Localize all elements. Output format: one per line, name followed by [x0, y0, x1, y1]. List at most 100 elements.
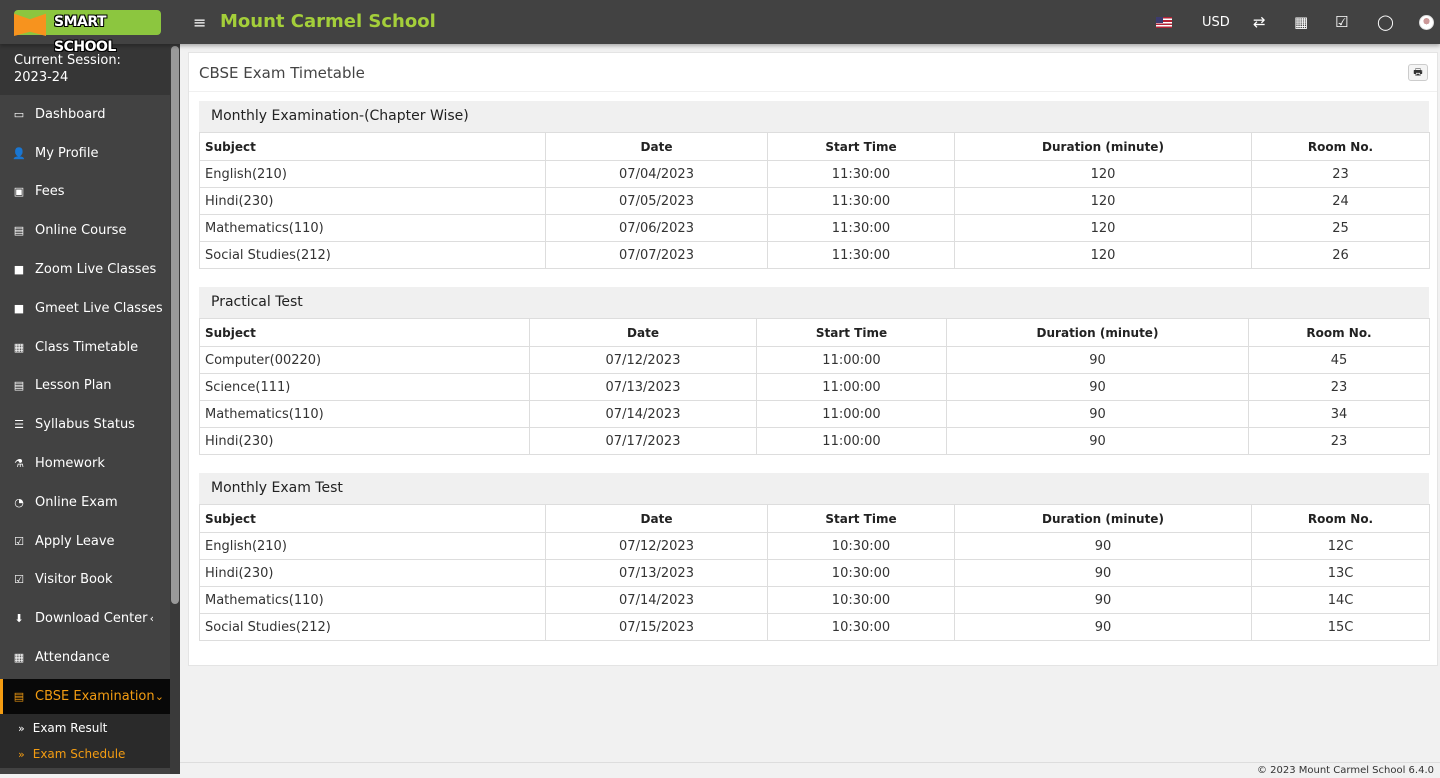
- table-cell: 10:30:00: [767, 613, 955, 641]
- sidebar-item-label: Download Center: [35, 611, 148, 627]
- table-row: Computer(00220) 07/12/2023 11:00:00 90 45: [199, 346, 1430, 374]
- sidebar-item-label: Lesson Plan: [35, 378, 112, 394]
- task-check-icon[interactable]: ☑: [1335, 13, 1349, 31]
- sidebar-item-label: Syllabus Status: [35, 417, 135, 433]
- sidebar-item-lesson-plan[interactable]: ▤ Lesson Plan: [0, 367, 170, 406]
- table-cell: 23: [1248, 373, 1430, 401]
- sidebar-item-my-profile[interactable]: 👤 My Profile: [0, 134, 170, 173]
- session-label: Current Session:: [14, 53, 121, 68]
- sidebar-item-label: Attendance: [35, 650, 110, 666]
- section-title: Monthly Examination-(Chapter Wise): [199, 101, 1429, 132]
- sidebar-item-syllabus-status[interactable]: ☰ Syllabus Status: [0, 405, 170, 444]
- sidebar-item-attendance[interactable]: ▦ Attendance: [0, 638, 170, 677]
- double-chevron-icon: »: [18, 747, 25, 761]
- table-cell: 25: [1251, 214, 1430, 242]
- us-flag-icon[interactable]: [1156, 17, 1172, 28]
- exam-table: Subject Date Start Time Duration (minute) Ro…: [199, 504, 1430, 641]
- table-header: Subject Date Start Time Duration (minute) Ro…: [199, 318, 1430, 347]
- table-cell: 90: [946, 400, 1249, 428]
- sidebar-item-online-exam[interactable]: ◔ Online Exam: [0, 483, 170, 522]
- column-header: Start Time: [767, 504, 955, 533]
- logo-text: SMART SCHOOL: [54, 14, 116, 55]
- table-cell: 90: [954, 532, 1252, 560]
- table-cell: 10:30:00: [767, 586, 955, 614]
- table-cell: 12C: [1251, 532, 1430, 560]
- switch-icon[interactable]: ⇄: [1253, 13, 1266, 31]
- table-cell: 23: [1251, 160, 1430, 188]
- table-header: Subject Date Start Time Duration (minute) Ro…: [199, 504, 1430, 533]
- table-cell: 90: [946, 346, 1249, 374]
- table-row: Hindi(230) 07/05/2023 11:30:00 120 24: [199, 187, 1430, 215]
- table-cell: English(210): [199, 160, 546, 188]
- current-session[interactable]: Current Session: 2023-24: [0, 44, 180, 95]
- exam-table: Subject Date Start Time Duration (minute) Ro…: [199, 132, 1430, 269]
- whatsapp-icon[interactable]: ◯: [1377, 13, 1394, 31]
- table-row: English(210) 07/12/2023 10:30:00 90 12C: [199, 532, 1430, 560]
- table-cell: 23: [1248, 427, 1430, 455]
- sidebar-item-class-timetable[interactable]: ▦ Class Timetable: [0, 328, 170, 367]
- column-header: Duration (minute): [946, 318, 1249, 347]
- sidebar-item-gmeet-live-classes[interactable]: ■ Gmeet Live Classes: [0, 289, 170, 328]
- exam-section: Monthly Exam Test Subject Date Start Time Du…: [199, 473, 1430, 641]
- table-cell: 07/13/2023: [529, 373, 757, 401]
- table-cell: 11:30:00: [767, 187, 955, 215]
- sidebar-item-fees[interactable]: ▣ Fees: [0, 173, 170, 212]
- double-chevron-icon: »: [18, 721, 25, 735]
- currency-selector[interactable]: USD: [1202, 15, 1230, 30]
- sidebar-icon: ▤: [13, 379, 25, 393]
- column-header: Date: [529, 318, 757, 347]
- table-cell: 120: [954, 241, 1252, 269]
- submenu-exam-schedule[interactable]: » Exam Schedule: [0, 741, 180, 767]
- submenu-exam-result[interactable]: » Exam Result: [0, 715, 180, 741]
- user-avatar[interactable]: [1419, 15, 1434, 30]
- table-row: Science(111) 07/13/2023 11:00:00 90 23: [199, 373, 1430, 401]
- table-row: Social Studies(212) 07/07/2023 11:30:00 120…: [199, 241, 1430, 269]
- table-cell: 11:00:00: [756, 427, 947, 455]
- section-title: Practical Test: [199, 287, 1429, 318]
- table-cell: 07/13/2023: [545, 559, 768, 587]
- column-header: Start Time: [756, 318, 947, 347]
- sidebar-item-zoom-live-classes[interactable]: ■ Zoom Live Classes: [0, 250, 170, 289]
- table-cell: Mathematics(110): [199, 400, 530, 428]
- column-header: Room No.: [1248, 318, 1430, 347]
- table-cell: Social Studies(212): [199, 241, 546, 269]
- exam-section: Practical Test Subject Date Start Time Durat…: [199, 287, 1430, 455]
- sidebar-item-label: Apply Leave: [35, 533, 115, 549]
- table-cell: 11:00:00: [756, 373, 947, 401]
- menu-toggle-icon[interactable]: ≡: [193, 13, 207, 32]
- sidebar-item-visitor-book[interactable]: ☑ Visitor Book: [0, 561, 170, 600]
- table-cell: Hindi(230): [199, 559, 546, 587]
- table-row: Mathematics(110) 07/14/2023 11:00:00 90 34: [199, 400, 1430, 428]
- sidebar-item-label: CBSE Examination: [35, 688, 155, 704]
- sidebar-item-dashboard[interactable]: ▭ Dashboard: [0, 95, 170, 134]
- sidebar-item-label: My Profile: [35, 145, 99, 161]
- table-row: Mathematics(110) 07/06/2023 11:30:00 120 25: [199, 214, 1430, 242]
- sidebar-item-apply-leave[interactable]: ☑ Apply Leave: [0, 522, 170, 561]
- sidebar-item-cbse-examination[interactable]: ▤ CBSE Examination ⌄: [0, 678, 180, 714]
- table-row: Hindi(230) 07/17/2023 11:00:00 90 23: [199, 427, 1430, 455]
- table-cell: 07/06/2023: [545, 214, 768, 242]
- calendar-icon[interactable]: ▦: [1294, 13, 1309, 31]
- sidebar-icon: ☑: [14, 534, 24, 548]
- table-cell: 90: [954, 586, 1252, 614]
- sidebar-item-download-center[interactable]: ⬇ Download Center ‹: [0, 599, 170, 638]
- column-header: Room No.: [1251, 132, 1430, 161]
- print-button[interactable]: 🖶: [1408, 64, 1428, 81]
- sidebar-item-online-course[interactable]: ▤ Online Course: [0, 211, 170, 250]
- table-cell: Hindi(230): [199, 187, 546, 215]
- column-header: Date: [545, 132, 768, 161]
- sidebar-item-homework[interactable]: ⚗ Homework: [0, 444, 170, 483]
- chevron-left-icon: ‹: [149, 612, 154, 626]
- table-cell: English(210): [199, 532, 546, 560]
- table-cell: 26: [1251, 241, 1430, 269]
- school-name: Mount Carmel School: [220, 11, 436, 32]
- table-cell: 15C: [1251, 613, 1430, 641]
- sidebar: Current Session: 2023-24 ▭ Dashboard 👤 My Pr…: [0, 44, 180, 774]
- sidebar-scrollbar[interactable]: [170, 44, 180, 774]
- sidebar-icon: ▤: [13, 224, 25, 238]
- book-icon: [14, 13, 46, 36]
- logo[interactable]: SMART SCHOOL: [14, 10, 161, 55]
- table-cell: 07/14/2023: [545, 586, 768, 614]
- sidebar-item-label: Zoom Live Classes: [35, 262, 157, 278]
- table-cell: Computer(00220): [199, 346, 530, 374]
